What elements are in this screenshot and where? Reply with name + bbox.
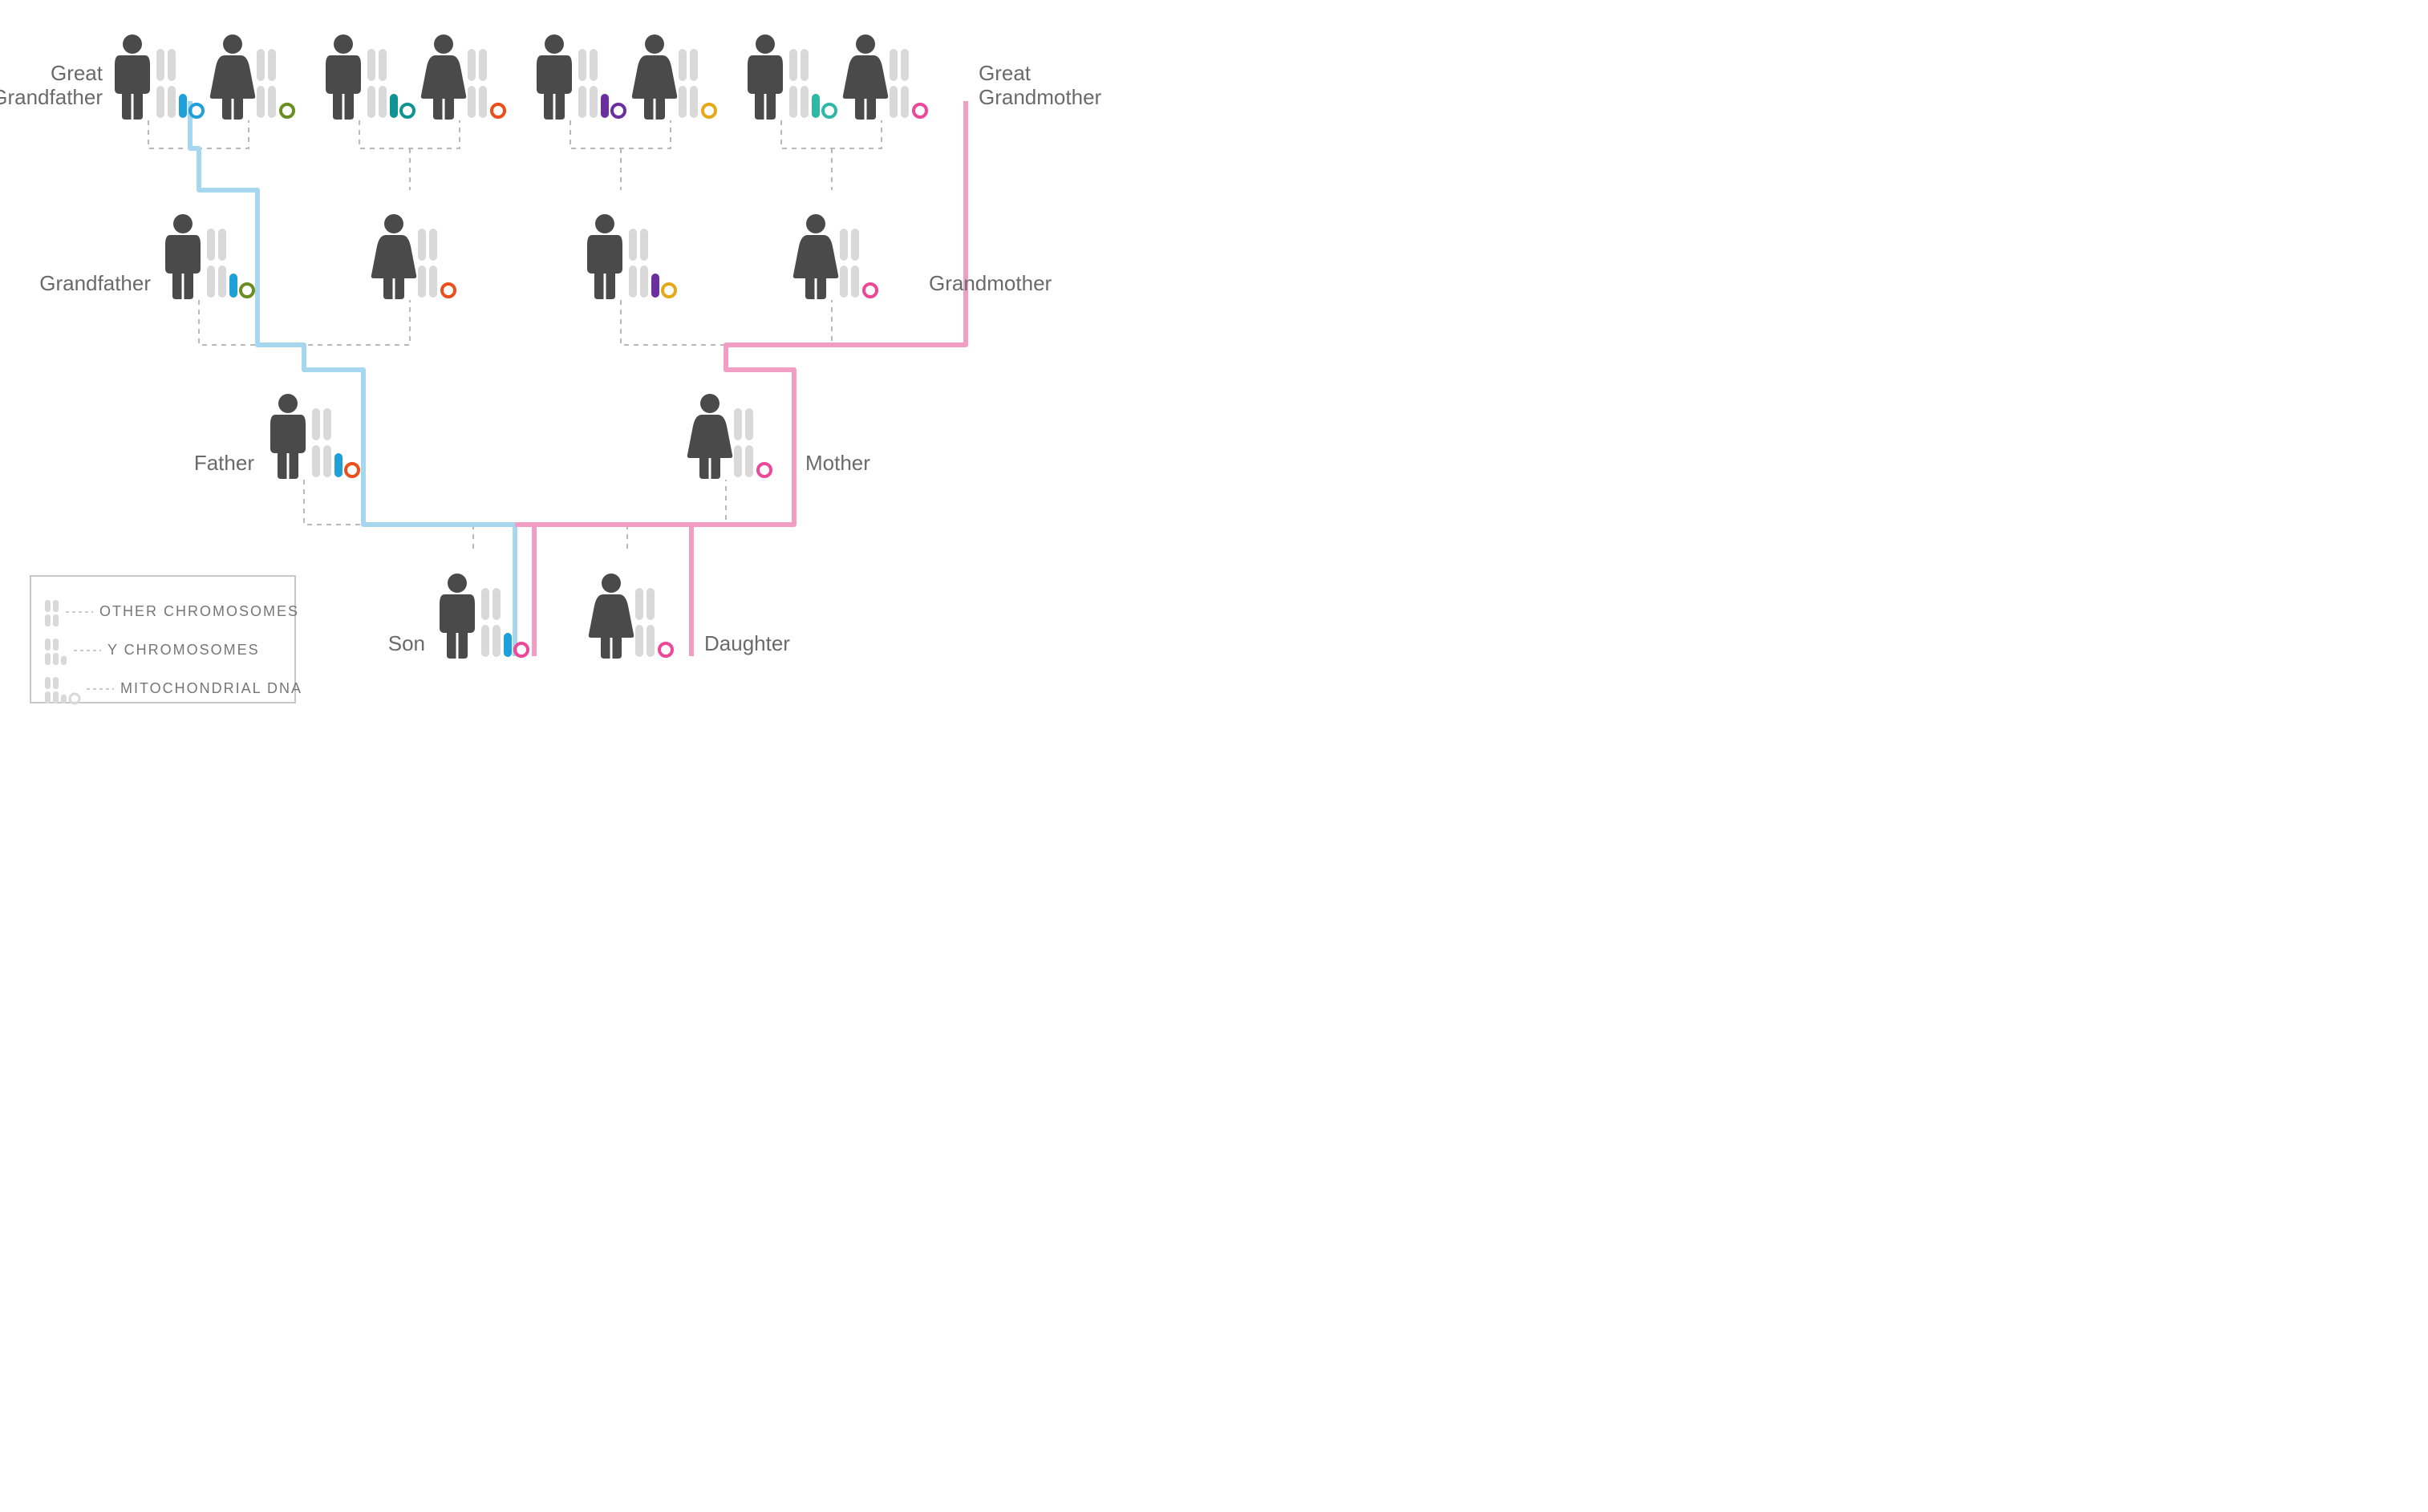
y-chromosome-icon: [812, 94, 820, 118]
y-chromosome-icon: [390, 94, 398, 118]
y-chromosome-icon: [179, 94, 187, 118]
legend: OTHER CHROMOSOMES Y CHROMOSOMES MITOCHONDR…: [30, 576, 302, 703]
y-chromosome-icon: [504, 633, 512, 657]
label: Grandfather: [39, 271, 151, 295]
y-chromosome-icon: [229, 274, 237, 298]
y-chromosome-icon: [651, 274, 659, 298]
label: Father: [194, 451, 254, 475]
label: Daughter: [704, 631, 790, 655]
label: Mother: [805, 451, 870, 475]
legend-label: MITOCHONDRIAL DNA: [120, 680, 302, 696]
label: Grandmother: [929, 271, 1052, 295]
legend-label: OTHER CHROMOSOMES: [99, 603, 299, 619]
dna-inheritance-diagram: GreatGrandfatherGreatGrandmotherGrandfat…: [0, 0, 1187, 754]
y-chromosome-icon: [334, 453, 343, 477]
legend-label: Y CHROMOSOMES: [107, 642, 260, 658]
y-chromosome-icon: [601, 94, 609, 118]
diagram-svg: GreatGrandfatherGreatGrandmotherGrandfat…: [0, 0, 1187, 754]
label: Son: [388, 631, 425, 655]
